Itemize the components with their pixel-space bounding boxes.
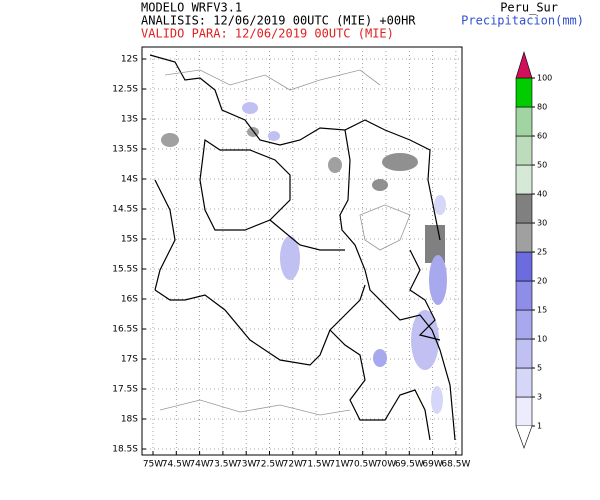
lat-label: 12.5S <box>112 85 138 95</box>
precip-patches <box>161 102 447 414</box>
precip-patch <box>411 310 439 370</box>
lon-label: 74.5W <box>162 460 191 470</box>
border-line <box>329 329 431 441</box>
lon-labels: 75W74.5W74W73.5W73W72.5W72W71.5W71W70.5W… <box>143 451 470 470</box>
lon-label: 69.5W <box>395 460 424 470</box>
colorbar-segment <box>515 164 533 195</box>
contour <box>159 399 351 416</box>
colorbar-segment <box>515 309 533 340</box>
colorbar-tick-label: 3 <box>537 393 542 402</box>
border-line <box>199 138 291 231</box>
colorbar-tick-label: 50 <box>537 161 547 170</box>
precip-patch <box>429 255 447 305</box>
colorbar-tick-label: 60 <box>537 132 547 141</box>
colorbar-top-arrow <box>515 50 533 79</box>
colorbar-tick-label: 100 <box>537 74 552 83</box>
colorbar-segment <box>515 135 533 166</box>
colorbar-tick-label: 10 <box>537 335 547 344</box>
colorbar-tick-label: 30 <box>537 219 547 228</box>
precip-patch <box>373 349 387 367</box>
lat-label: 18.5S <box>112 445 138 455</box>
lat-label: 14.5S <box>112 205 138 215</box>
precip-patch <box>372 179 388 191</box>
lon-label: 71.5W <box>302 460 331 470</box>
precip-patch <box>280 236 300 280</box>
lake-titicaca <box>409 249 441 341</box>
precip-patch <box>328 157 342 173</box>
colorbar-segment <box>515 396 533 427</box>
border-line <box>154 179 176 291</box>
borders <box>149 54 456 441</box>
colorbar-tick-label: 25 <box>537 248 547 257</box>
lat-labels: 12S 12.5S 13S 13.5S 14S 14.5S 15S 15.5S 16S 16.5S… <box>112 55 146 455</box>
colorbar-segment <box>515 106 533 137</box>
map: 12S 12.5S 13S 13.5S 14S 14.5S 15S 15.5S 16S 16.5S… <box>112 46 470 470</box>
colorbar-bottom-arrow <box>515 425 533 449</box>
lon-label: 70W <box>376 460 396 470</box>
precip-patch <box>382 153 418 171</box>
precip-patch <box>242 102 258 114</box>
lat-label: 13.5S <box>112 145 138 155</box>
lon-label: 73W <box>236 460 256 470</box>
colorbar-segment <box>515 193 533 224</box>
precip-patch <box>431 386 443 414</box>
colorbar-tick-label: 15 <box>537 306 547 315</box>
lon-label: 72W <box>283 460 303 470</box>
lon-label: 72.5W <box>255 460 284 470</box>
colorbar-tick-label: 20 <box>537 277 547 286</box>
lat-label: 14S <box>121 175 138 185</box>
lat-label: 15S <box>121 235 138 245</box>
colorbar-tick-label: 80 <box>537 103 547 112</box>
lat-label: 17S <box>121 355 138 365</box>
border-line <box>339 129 456 441</box>
colorbar-segment <box>515 338 533 369</box>
border-line <box>154 284 366 366</box>
contour <box>359 204 411 251</box>
colorbar-segment <box>515 251 533 282</box>
lon-label: 68.5W <box>441 460 470 470</box>
lat-label: 18S <box>121 415 138 425</box>
colorbar-segment <box>515 222 533 253</box>
precip-patch <box>268 131 280 141</box>
colorbar-tick-label: 40 <box>537 190 547 199</box>
colorbar-segment <box>515 367 533 398</box>
colorbar-tick-label: 1 <box>537 422 542 431</box>
map-frame <box>141 46 463 456</box>
analysis-title: ANALISIS: 12/06/2019 00UTC (MIE) +00HR <box>141 14 416 28</box>
colorbar-segment <box>515 77 533 108</box>
lon-label: 73.5W <box>208 460 237 470</box>
lat-label: 16.5S <box>112 325 138 335</box>
lat-label: 12S <box>121 55 138 65</box>
precip-patch <box>434 195 446 215</box>
lat-label: 17.5S <box>112 385 138 395</box>
lat-label: 16S <box>121 295 138 305</box>
contours <box>159 69 411 416</box>
region-label: Peru_Sur <box>500 1 558 15</box>
lat-label: 13S <box>121 115 138 125</box>
lon-label: 69W <box>422 460 442 470</box>
variable-label: Precipitacion(mm) <box>461 14 584 28</box>
colorbar-tick-label: 5 <box>537 364 542 373</box>
colorbar-segment <box>515 280 533 311</box>
valid-title: VALIDO PARA: 12/06/2019 00UTC (MIE) <box>141 27 394 41</box>
model-title: MODELO WRFV3.1 <box>141 1 242 15</box>
precip-patch <box>161 133 179 147</box>
lat-label: 15.5S <box>112 265 138 275</box>
border-line <box>149 54 441 241</box>
lon-label: 75W <box>143 460 163 470</box>
lon-label: 74W <box>189 460 209 470</box>
contour <box>164 69 381 91</box>
colorbar: 1 3 5 10 15 20 25 30 40 50 60 80 100 <box>515 50 552 449</box>
lon-label: 70.5W <box>348 460 377 470</box>
border-line <box>269 219 345 251</box>
lon-label: 71W <box>329 460 349 470</box>
precip-patch <box>425 225 445 263</box>
